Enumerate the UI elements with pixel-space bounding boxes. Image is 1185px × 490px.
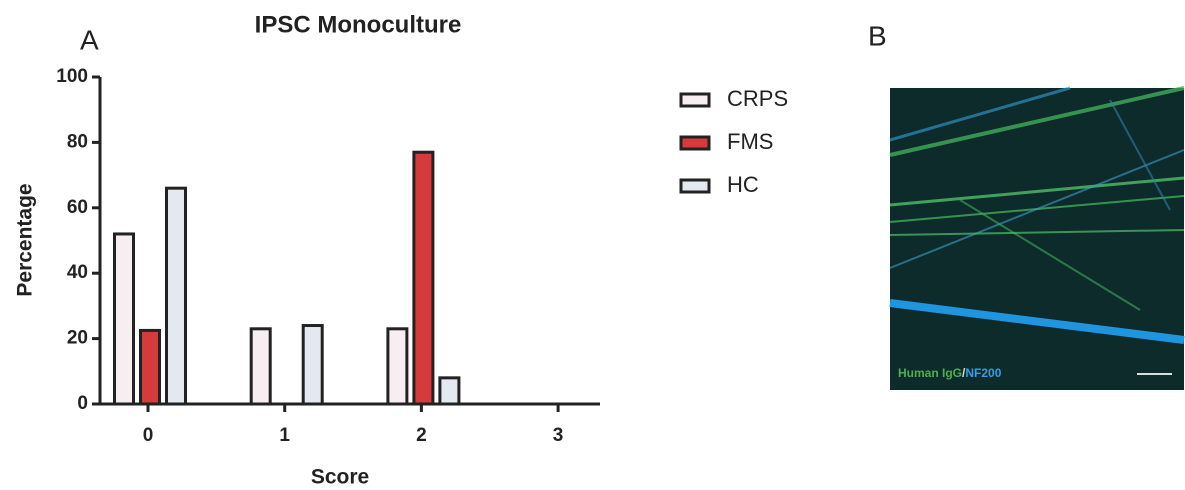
x-axis-label: Score [311,466,369,489]
legend-label: FMS [727,129,773,154]
stain-label: Human IgG/NF200 [898,366,1002,380]
stain-label: NF200 [965,366,1001,380]
figure: A IPSC Monoculture Score Percentage B Hu… [0,0,1185,490]
x-tick-label: 3 [553,425,564,446]
x-tick-label: 2 [416,425,427,446]
stain-label: Human IgG [898,366,962,380]
y-axis-label: Percentage [14,183,37,296]
bar [115,234,134,404]
micrograph: Human IgG/NF200 [890,88,1184,390]
bar [251,329,270,404]
panel-label: A [80,24,99,55]
y-tick-label: 60 [67,197,88,218]
bar [167,188,186,404]
chart-title: IPSC Monoculture [255,11,462,38]
x-tick-label: 1 [279,425,290,446]
bar [303,326,322,404]
y-tick-label: 40 [67,262,88,283]
y-tick-label: 20 [67,328,88,349]
legend-swatch [681,137,709,149]
y-tick-label: 100 [56,66,88,87]
x-tick-label: 0 [143,425,154,446]
legend-swatch [681,180,709,192]
panel-label: B [868,20,887,51]
bar [440,378,459,404]
legend-swatch [681,94,709,106]
legend-label: HC [727,172,759,197]
legend-label: CRPS [727,86,788,111]
bar [414,152,433,404]
y-tick-label: 0 [77,393,88,414]
bar [141,330,160,404]
bar [388,329,407,404]
y-tick-label: 80 [67,131,88,152]
